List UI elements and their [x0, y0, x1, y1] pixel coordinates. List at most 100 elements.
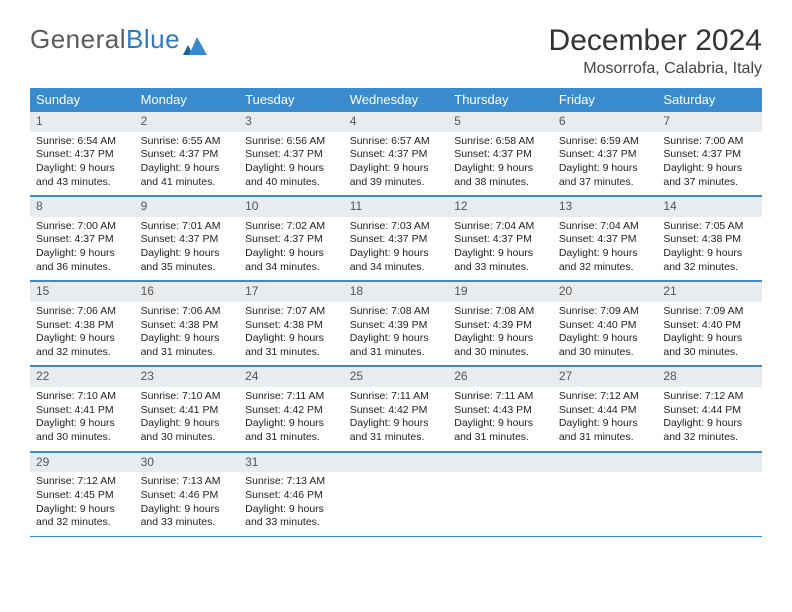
- day-cell: 14Sunrise: 7:05 AMSunset: 4:38 PMDayligh…: [657, 196, 762, 281]
- location: Mosorrofa, Calabria, Italy: [549, 60, 762, 78]
- sunset-line: Sunset: 4:38 PM: [245, 319, 338, 333]
- day-body: Sunrise: 7:01 AMSunset: 4:37 PMDaylight:…: [135, 217, 240, 281]
- daylight-line: Daylight: 9 hours and 30 minutes.: [36, 417, 129, 444]
- day-cell: 12Sunrise: 7:04 AMSunset: 4:37 PMDayligh…: [448, 196, 553, 281]
- day-cell: 25Sunrise: 7:11 AMSunset: 4:42 PMDayligh…: [344, 366, 449, 451]
- day-body: Sunrise: 7:10 AMSunset: 4:41 PMDaylight:…: [135, 387, 240, 451]
- day-number: 16: [135, 281, 240, 302]
- sunrise-line: Sunrise: 7:10 AM: [141, 390, 234, 404]
- sunrise-line: Sunrise: 7:06 AM: [36, 305, 129, 319]
- weekday-header: Friday: [553, 88, 658, 111]
- daylight-line: Daylight: 9 hours and 34 minutes.: [350, 247, 443, 274]
- sunrise-line: Sunrise: 7:00 AM: [36, 220, 129, 234]
- sunrise-line: Sunrise: 6:58 AM: [454, 135, 547, 149]
- day-cell: 24Sunrise: 7:11 AMSunset: 4:42 PMDayligh…: [239, 366, 344, 451]
- daylight-line: Daylight: 9 hours and 37 minutes.: [663, 162, 756, 189]
- day-body: [448, 472, 553, 524]
- day-cell: 8Sunrise: 7:00 AMSunset: 4:37 PMDaylight…: [30, 196, 135, 281]
- day-number: 26: [448, 366, 553, 387]
- day-number: 2: [135, 111, 240, 132]
- sunrise-line: Sunrise: 6:55 AM: [141, 135, 234, 149]
- sunset-line: Sunset: 4:40 PM: [663, 319, 756, 333]
- sunset-line: Sunset: 4:37 PM: [141, 148, 234, 162]
- sunrise-line: Sunrise: 7:07 AM: [245, 305, 338, 319]
- logo: GeneralBlue: [30, 24, 207, 55]
- day-body: Sunrise: 7:00 AMSunset: 4:37 PMDaylight:…: [657, 132, 762, 196]
- week-row: 29Sunrise: 7:12 AMSunset: 4:45 PMDayligh…: [30, 451, 762, 536]
- daylight-line: Daylight: 9 hours and 38 minutes.: [454, 162, 547, 189]
- sunset-line: Sunset: 4:37 PM: [454, 233, 547, 247]
- day-cell: 31Sunrise: 7:13 AMSunset: 4:46 PMDayligh…: [239, 451, 344, 536]
- day-number: .: [553, 452, 658, 473]
- day-number: 22: [30, 366, 135, 387]
- daylight-line: Daylight: 9 hours and 35 minutes.: [141, 247, 234, 274]
- sunset-line: Sunset: 4:40 PM: [559, 319, 652, 333]
- daylight-line: Daylight: 9 hours and 37 minutes.: [559, 162, 652, 189]
- day-cell: 1Sunrise: 6:54 AMSunset: 4:37 PMDaylight…: [30, 111, 135, 196]
- week-row: 8Sunrise: 7:00 AMSunset: 4:37 PMDaylight…: [30, 196, 762, 281]
- day-body: Sunrise: 7:12 AMSunset: 4:45 PMDaylight:…: [30, 472, 135, 536]
- day-body: Sunrise: 7:11 AMSunset: 4:42 PMDaylight:…: [239, 387, 344, 451]
- day-body: Sunrise: 6:57 AMSunset: 4:37 PMDaylight:…: [344, 132, 449, 196]
- sunrise-line: Sunrise: 7:01 AM: [141, 220, 234, 234]
- day-body: [344, 472, 449, 524]
- weekday-header-row: Sunday Monday Tuesday Wednesday Thursday…: [30, 88, 762, 111]
- day-number: 17: [239, 281, 344, 302]
- day-cell: .: [344, 451, 449, 536]
- sunrise-line: Sunrise: 7:10 AM: [36, 390, 129, 404]
- day-number: 29: [30, 452, 135, 473]
- day-body: Sunrise: 7:09 AMSunset: 4:40 PMDaylight:…: [657, 302, 762, 366]
- day-number: 10: [239, 196, 344, 217]
- day-cell: 28Sunrise: 7:12 AMSunset: 4:44 PMDayligh…: [657, 366, 762, 451]
- day-number: 5: [448, 111, 553, 132]
- daylight-line: Daylight: 9 hours and 32 minutes.: [663, 417, 756, 444]
- weekday-header: Monday: [135, 88, 240, 111]
- day-cell: 29Sunrise: 7:12 AMSunset: 4:45 PMDayligh…: [30, 451, 135, 536]
- daylight-line: Daylight: 9 hours and 34 minutes.: [245, 247, 338, 274]
- day-number: 11: [344, 196, 449, 217]
- day-number: 12: [448, 196, 553, 217]
- daylight-line: Daylight: 9 hours and 30 minutes.: [141, 417, 234, 444]
- sunrise-line: Sunrise: 6:56 AM: [245, 135, 338, 149]
- day-body: Sunrise: 7:06 AMSunset: 4:38 PMDaylight:…: [30, 302, 135, 366]
- logo-word1: General: [30, 24, 126, 55]
- day-number: 14: [657, 196, 762, 217]
- day-cell: 3Sunrise: 6:56 AMSunset: 4:37 PMDaylight…: [239, 111, 344, 196]
- day-body: Sunrise: 7:10 AMSunset: 4:41 PMDaylight:…: [30, 387, 135, 451]
- sunset-line: Sunset: 4:41 PM: [141, 404, 234, 418]
- day-cell: 21Sunrise: 7:09 AMSunset: 4:40 PMDayligh…: [657, 281, 762, 366]
- daylight-line: Daylight: 9 hours and 39 minutes.: [350, 162, 443, 189]
- day-body: Sunrise: 7:12 AMSunset: 4:44 PMDaylight:…: [553, 387, 658, 451]
- day-body: Sunrise: 6:59 AMSunset: 4:37 PMDaylight:…: [553, 132, 658, 196]
- day-number: 28: [657, 366, 762, 387]
- sunrise-line: Sunrise: 7:11 AM: [454, 390, 547, 404]
- logo-mark-icon: [183, 31, 207, 49]
- day-number: .: [448, 452, 553, 473]
- sunset-line: Sunset: 4:39 PM: [350, 319, 443, 333]
- daylight-line: Daylight: 9 hours and 36 minutes.: [36, 247, 129, 274]
- day-number: 25: [344, 366, 449, 387]
- sunset-line: Sunset: 4:41 PM: [36, 404, 129, 418]
- day-cell: 16Sunrise: 7:06 AMSunset: 4:38 PMDayligh…: [135, 281, 240, 366]
- day-number: 18: [344, 281, 449, 302]
- day-cell: 13Sunrise: 7:04 AMSunset: 4:37 PMDayligh…: [553, 196, 658, 281]
- daylight-line: Daylight: 9 hours and 30 minutes.: [559, 332, 652, 359]
- daylight-line: Daylight: 9 hours and 31 minutes.: [350, 332, 443, 359]
- daylight-line: Daylight: 9 hours and 30 minutes.: [663, 332, 756, 359]
- sunset-line: Sunset: 4:37 PM: [559, 148, 652, 162]
- sunset-line: Sunset: 4:39 PM: [454, 319, 547, 333]
- daylight-line: Daylight: 9 hours and 32 minutes.: [663, 247, 756, 274]
- day-cell: 23Sunrise: 7:10 AMSunset: 4:41 PMDayligh…: [135, 366, 240, 451]
- daylight-line: Daylight: 9 hours and 41 minutes.: [141, 162, 234, 189]
- day-number: 9: [135, 196, 240, 217]
- sunrise-line: Sunrise: 7:08 AM: [454, 305, 547, 319]
- day-cell: .: [553, 451, 658, 536]
- daylight-line: Daylight: 9 hours and 31 minutes.: [454, 417, 547, 444]
- day-cell: 10Sunrise: 7:02 AMSunset: 4:37 PMDayligh…: [239, 196, 344, 281]
- sunset-line: Sunset: 4:42 PM: [245, 404, 338, 418]
- sunset-line: Sunset: 4:46 PM: [141, 489, 234, 503]
- day-number: 27: [553, 366, 658, 387]
- day-number: 31: [239, 452, 344, 473]
- sunset-line: Sunset: 4:38 PM: [663, 233, 756, 247]
- day-body: Sunrise: 7:09 AMSunset: 4:40 PMDaylight:…: [553, 302, 658, 366]
